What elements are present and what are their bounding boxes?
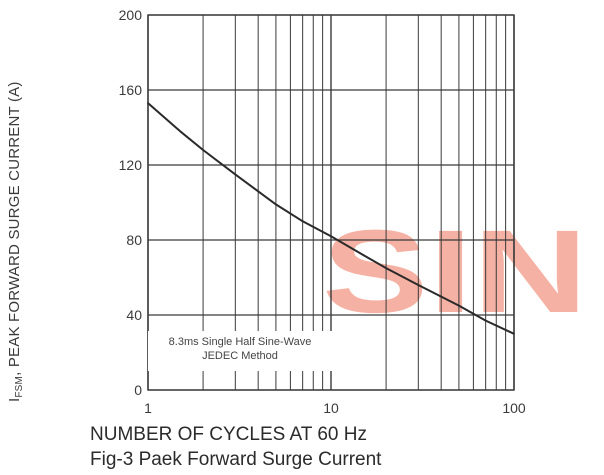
y-tick-label-80: 80 [126, 232, 142, 248]
data-point [234, 173, 237, 176]
y-tick-label-160: 160 [119, 82, 143, 98]
y-tick-label-40: 40 [126, 307, 142, 323]
y-tick-label-120: 120 [119, 157, 143, 173]
y-tick-label-200: 200 [119, 7, 143, 23]
data-point [275, 203, 277, 206]
x-axis-label: NUMBER OF CYCLES AT 60 Hz [90, 424, 367, 445]
y-axis-label-prefix: I [6, 397, 23, 402]
data-point [179, 130, 182, 133]
plot-frame [147, 14, 515, 391]
y-axis-label: IFSM, PEAK FORWARD SURGE CURRENT (A) [6, 81, 25, 402]
data-point [513, 332, 515, 335]
watermark-logo: SIN [322, 206, 588, 338]
annotation-line-2: JEDEC Method [202, 350, 278, 362]
figure-caption: Fig-3 Paek Forward Surge Current [90, 449, 382, 470]
method-annotation: 8.3ms Single Half Sine-Wave JEDEC Method [148, 331, 332, 371]
data-point [385, 267, 387, 269]
y-tick-label-0: 0 [134, 382, 142, 398]
data-point [417, 284, 420, 286]
data-point [330, 235, 332, 238]
data-point [458, 304, 460, 307]
data-point [147, 102, 149, 104]
data-point [202, 149, 204, 151]
data-point [301, 220, 304, 223]
data-point [484, 319, 487, 322]
annotation-line-1: 8.3ms Single Half Sine-Wave [168, 336, 312, 348]
y-axis-label-text: , PEAK FORWARD SURGE CURRENT (A) [6, 81, 23, 376]
data-point [362, 254, 365, 256]
x-tick-label-10: 10 [323, 400, 339, 416]
y-axis-label-subscript: FSM [14, 375, 25, 398]
x-tick-label-100: 100 [502, 400, 526, 416]
x-tick-label-1: 1 [144, 400, 152, 416]
